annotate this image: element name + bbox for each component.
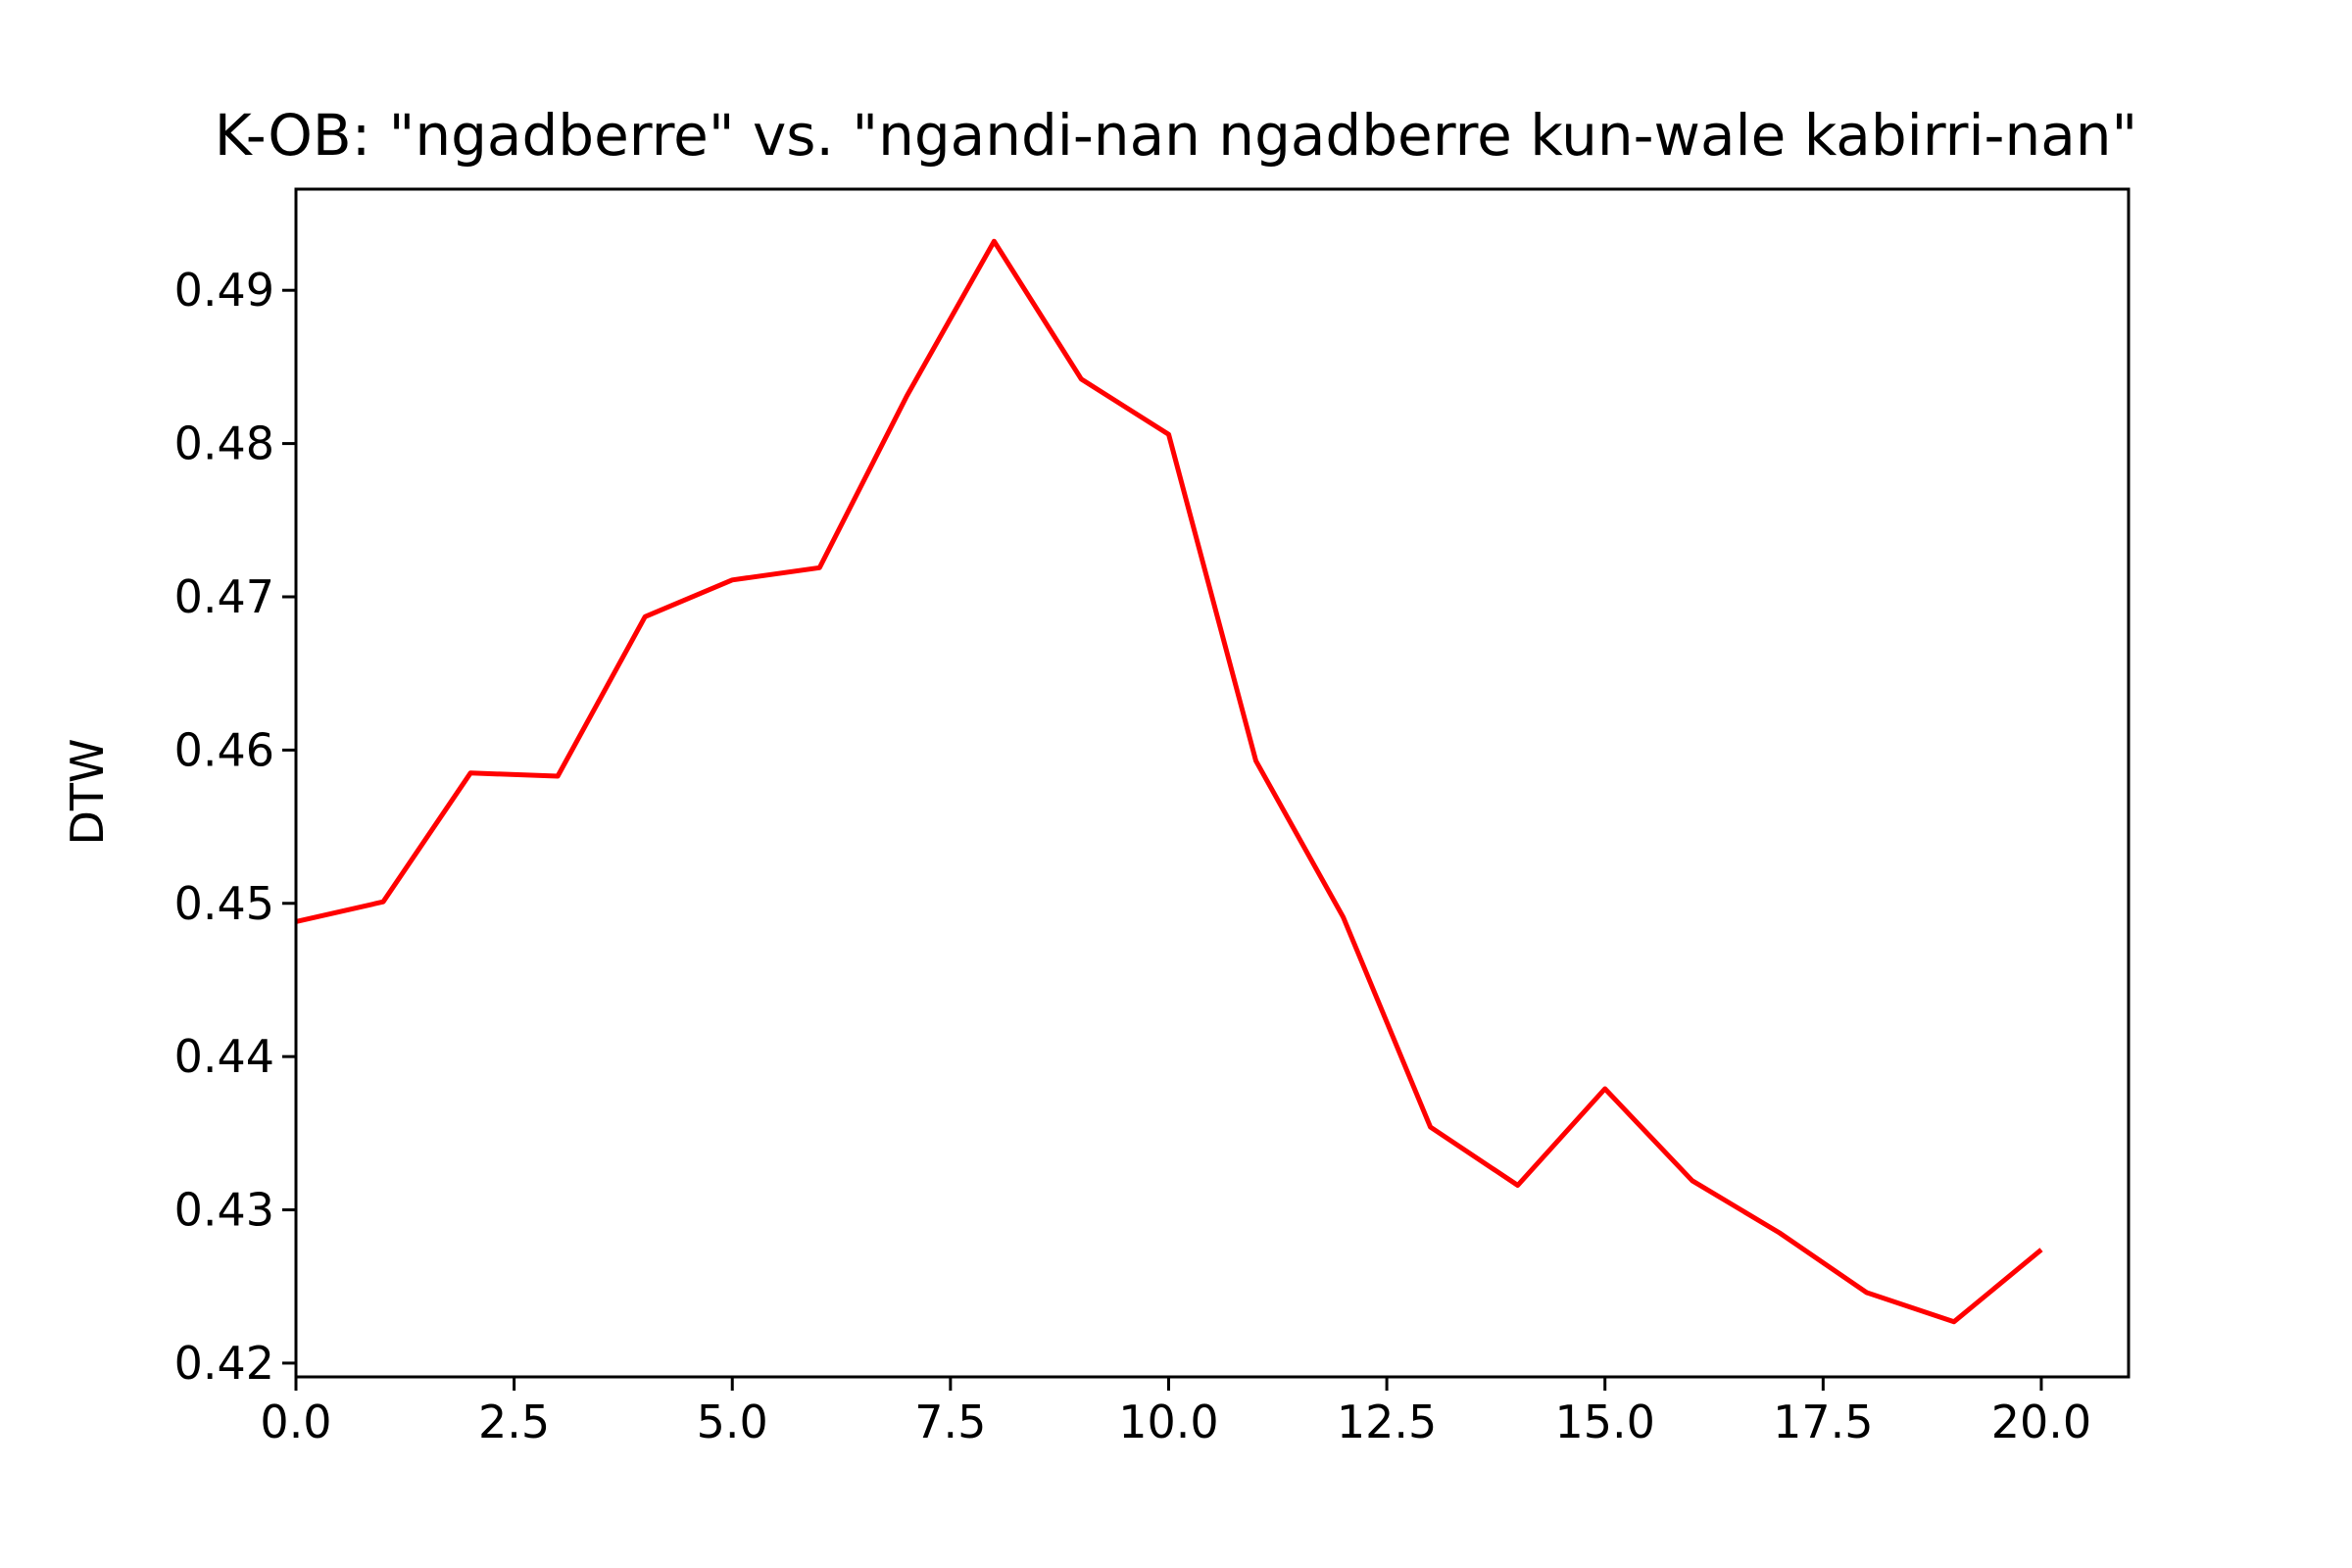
x-tick-label: 10.0 bbox=[1118, 1396, 1218, 1448]
y-axis-label: DTW bbox=[61, 738, 114, 845]
y-tick-label: 0.49 bbox=[174, 264, 274, 317]
y-tick-label: 0.44 bbox=[174, 1030, 274, 1083]
plot-frame bbox=[294, 187, 2131, 1379]
plot-area: 0.0 2.5 5.0 7.5 10.0 12.5 15.0 17.5 20.0 0.42 0.43… bbox=[174, 187, 2131, 1448]
series-line-0 bbox=[296, 238, 2043, 1325]
y-tick-label: 0.46 bbox=[174, 723, 274, 776]
chart-title: K-OB: "ngadberre" vs. "ngandi-nan ngadbe… bbox=[215, 102, 2137, 169]
x-tick-label: 15.0 bbox=[1555, 1396, 1655, 1448]
y-tick-label: 0.43 bbox=[174, 1184, 274, 1237]
x-tick-label: 0.0 bbox=[260, 1396, 331, 1448]
x-tick-label: 20.0 bbox=[1991, 1396, 2091, 1448]
x-tick-label: 12.5 bbox=[1337, 1396, 1437, 1448]
x-tick-label: 7.5 bbox=[914, 1396, 986, 1448]
y-tick-label: 0.47 bbox=[174, 570, 274, 623]
y-tick-label: 0.45 bbox=[174, 877, 274, 930]
x-tick-label: 2.5 bbox=[478, 1396, 550, 1448]
x-tick-label: 17.5 bbox=[1773, 1396, 1873, 1448]
y-tick-label: 0.48 bbox=[174, 417, 274, 470]
y-tick-label: 0.42 bbox=[174, 1337, 274, 1390]
x-tick-label: 5.0 bbox=[697, 1396, 768, 1448]
